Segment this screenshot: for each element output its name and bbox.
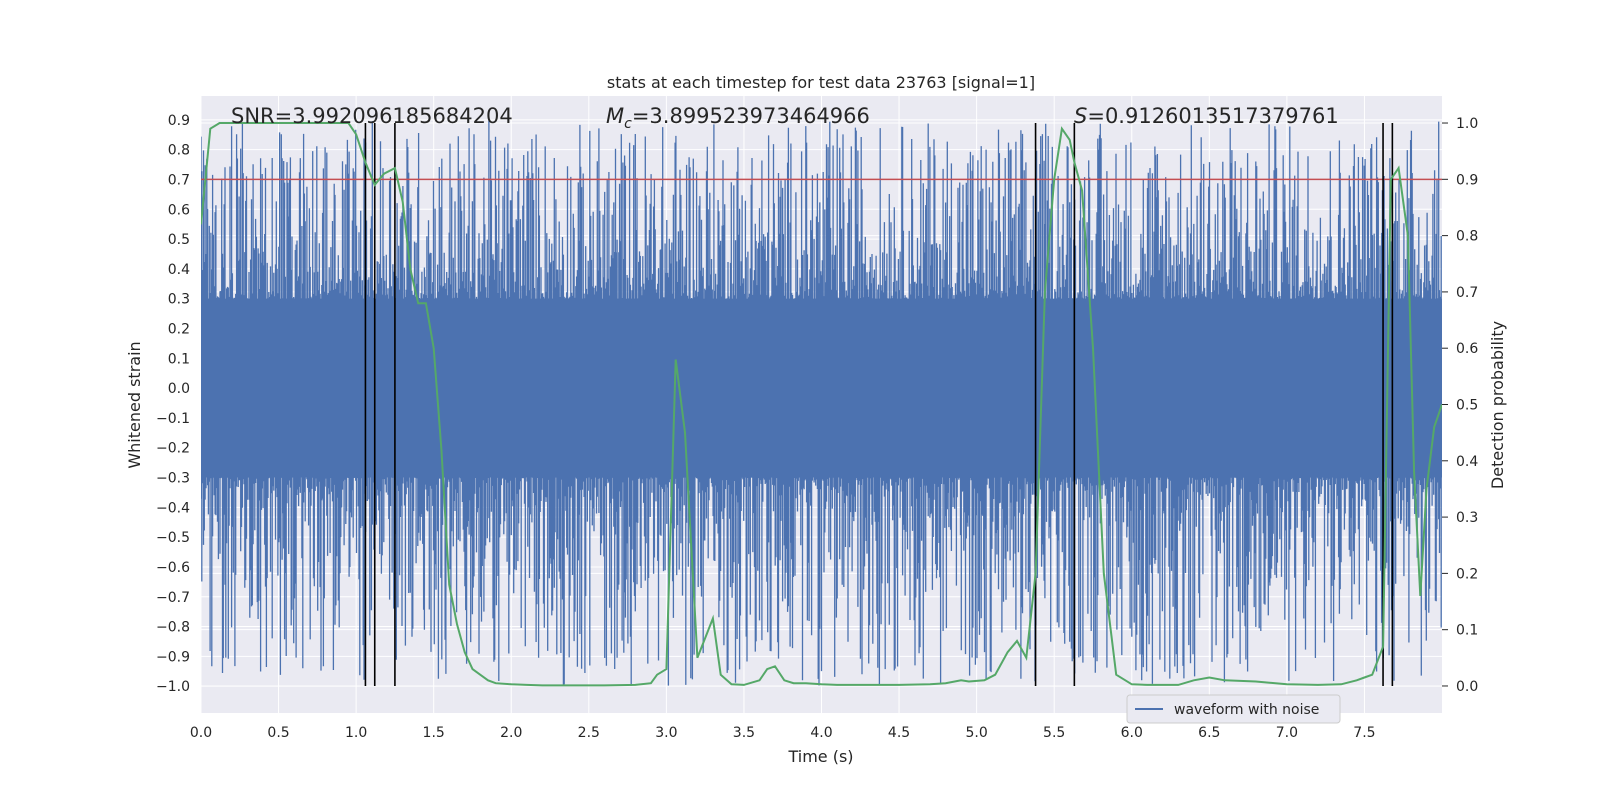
y-tick-label: 0.9: [168, 113, 190, 129]
y-tick-label: −0.5: [156, 530, 190, 546]
y-tick-label: 0.7: [168, 172, 190, 188]
x-tick-label: 0.0: [190, 725, 212, 741]
y2-tick-label: 0.3: [1456, 510, 1478, 526]
y-tick-label: 0.5: [168, 232, 190, 248]
y2-tick-label: 0.5: [1456, 398, 1478, 414]
y-tick-label: 0.0: [168, 381, 190, 397]
y2-tick-label: 0.8: [1456, 229, 1478, 245]
waveform-series: [201, 120, 1442, 686]
y-tick-label: −0.3: [156, 471, 190, 487]
y-tick-label: −0.7: [156, 590, 190, 606]
y-axis-label: Whitened strain: [125, 341, 144, 468]
legend: waveform with noise: [1126, 694, 1341, 724]
x-tick-label: 1.5: [423, 725, 445, 741]
y-tick-label: −0.6: [156, 560, 190, 576]
y2-tick-label: 0.0: [1456, 679, 1478, 695]
chirp-mass-symbol: M: [606, 104, 624, 128]
x-tick-label: 3.0: [655, 725, 677, 741]
y-tick-label: 0.6: [168, 202, 190, 218]
y-tick-label: −0.8: [156, 620, 190, 636]
y2-axis-ticks: 0.0 0.1 0.2 0.3 0.4 0.5 0.6 0.7 0.8 0.9 1.0: [1442, 116, 1478, 695]
y2-tick-label: 0.6: [1456, 341, 1478, 357]
legend-box: [1126, 694, 1341, 724]
y-tick-label: −0.4: [156, 500, 190, 516]
x-tick-label: 2.0: [500, 725, 522, 741]
y-tick-label: 0.3: [168, 292, 190, 308]
probability-series: [201, 122, 1442, 687]
y-tick-label: 0.4: [168, 262, 190, 278]
y-tick-label: −0.9: [156, 649, 190, 665]
y-tick-label: 0.8: [168, 143, 190, 159]
chart-title: stats at each timestep for test data 237…: [607, 73, 1035, 92]
x-tick-label: 7.5: [1353, 725, 1375, 741]
s-value: =0.9126013517379761: [1087, 104, 1338, 128]
x-axis-label: Time (s): [787, 747, 853, 766]
x-tick-label: 5.5: [1043, 725, 1065, 741]
y-tick-label: −1.0: [156, 679, 190, 695]
y2-tick-label: 0.1: [1456, 623, 1478, 639]
x-tick-label: 0.5: [267, 725, 289, 741]
x-tick-label: 2.5: [578, 725, 600, 741]
y-tick-label: 0.2: [168, 321, 190, 337]
x-tick-label: 4.0: [810, 725, 832, 741]
x-tick-label: 6.0: [1121, 725, 1143, 741]
y2-tick-label: 1.0: [1456, 116, 1478, 132]
x-tick-label: 7.0: [1276, 725, 1298, 741]
legend-label: waveform with noise: [1174, 702, 1319, 718]
x-tick-label: 6.5: [1198, 725, 1220, 741]
waveform-trace: [201, 120, 1442, 686]
y2-tick-label: 0.9: [1456, 172, 1478, 188]
snr-annotation: SNR=3.992096185684204: [231, 104, 513, 128]
y2-tick-label: 0.7: [1456, 285, 1478, 301]
s-symbol: S: [1074, 104, 1087, 128]
chirp-mass-annotation: Mc=3.899523973464966: [606, 104, 870, 132]
probability-line: [201, 122, 1442, 687]
y2-tick-label: 0.4: [1456, 454, 1478, 470]
chirp-mass-subscript: c: [624, 116, 632, 132]
y2-axis-label: Detection probability: [1488, 321, 1507, 489]
chirp-mass-value: =3.899523973464966: [632, 104, 870, 128]
y-tick-label: 0.1: [168, 351, 190, 367]
x-tick-label: 1.0: [345, 725, 367, 741]
x-tick-label: 4.5: [888, 725, 910, 741]
event-markers: [364, 123, 1394, 686]
x-tick-label: 3.5: [733, 725, 755, 741]
s-annotation: S=0.9126013517379761: [1074, 104, 1339, 128]
y-tick-label: −0.1: [156, 411, 190, 427]
plot-content: [201, 120, 1442, 687]
y2-tick-label: 0.2: [1456, 566, 1478, 582]
y-axis-ticks: −1.0 −0.9 −0.8 −0.7 −0.6 −0.5 −0.4 −0.3 −0.2 −0.1…: [156, 113, 190, 695]
x-axis-ticks: 0.0 0.5 1.0 1.5 2.0 2.5 3.0 3.5 4.0 4.5 5.0 5.5 6.0 6…: [190, 725, 1376, 741]
y-tick-label: −0.2: [156, 441, 190, 457]
x-tick-label: 5.0: [965, 725, 987, 741]
